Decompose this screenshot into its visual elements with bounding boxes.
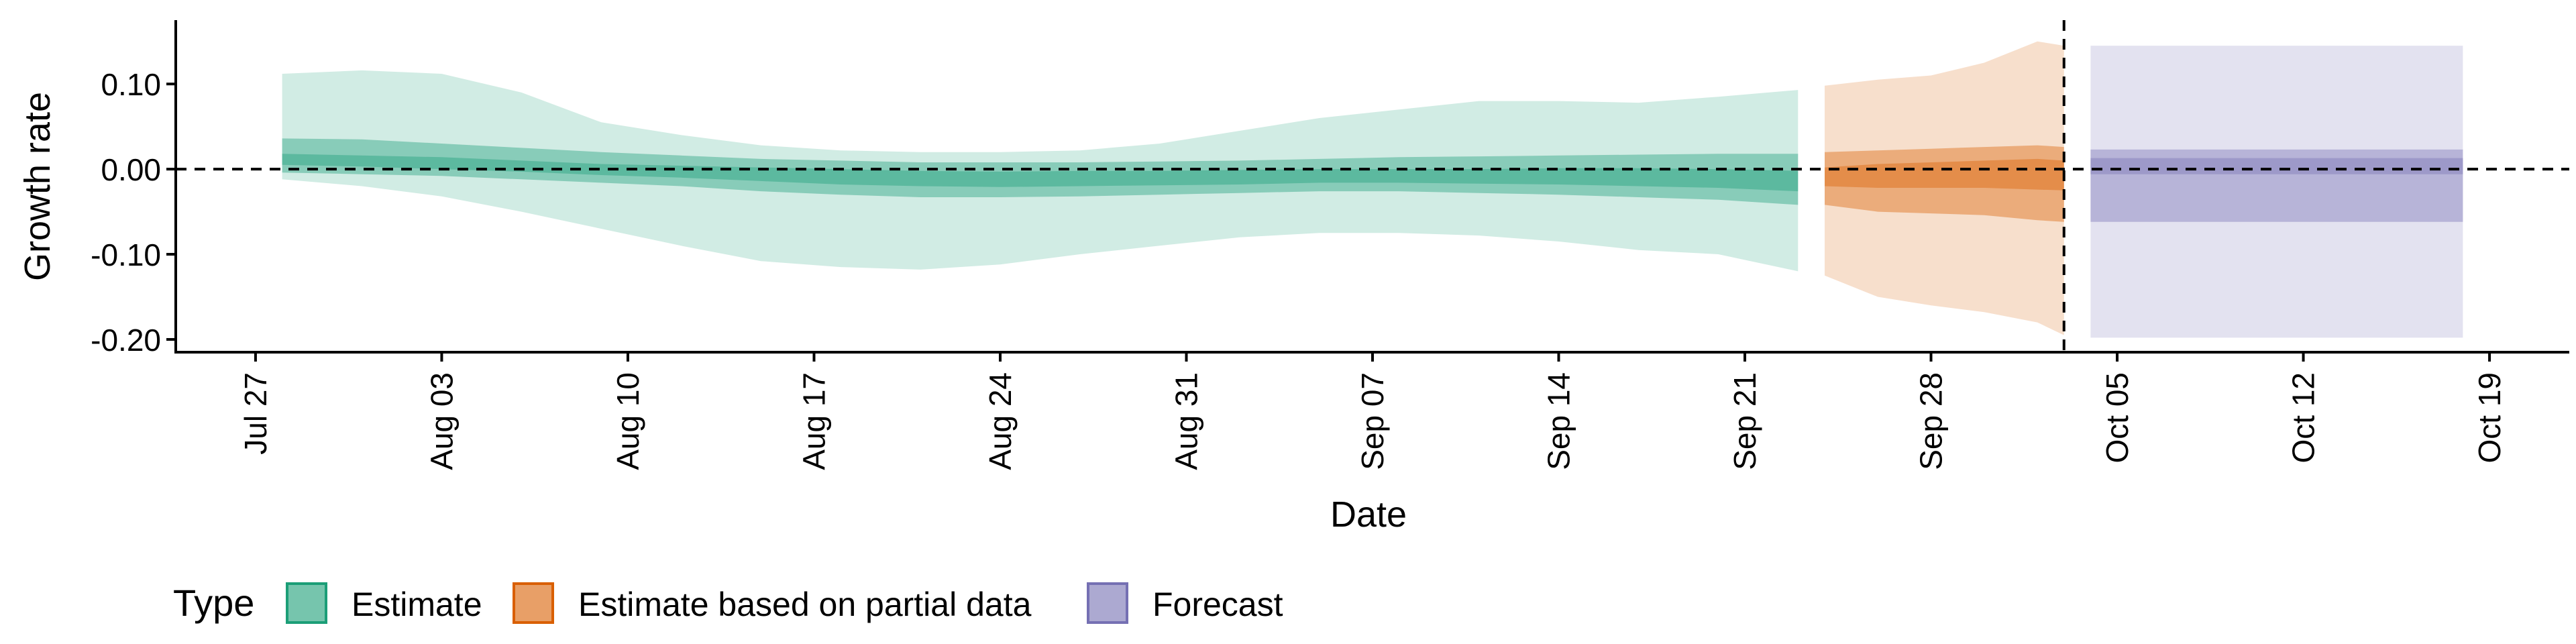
series-bands [282, 41, 2463, 338]
y-tick-label: 0.10 [101, 67, 161, 102]
reference-lines [176, 20, 2569, 352]
x-axis-title: Date [1330, 494, 1407, 535]
x-tick-label: Aug 03 [424, 372, 459, 470]
forecast-band-90 [2090, 46, 2463, 338]
estimate-based-on-partial-data-band-50 [1825, 145, 2064, 222]
x-tick-label: Sep 14 [1542, 372, 1576, 470]
legend-swatch-forecast [1087, 582, 1128, 624]
y-axis-title: Growth rate [17, 92, 58, 281]
estimate-based-on-partial-data-band-20 [1825, 158, 2064, 191]
legend: Type Estimate Estimate based on partial d… [173, 582, 1283, 624]
y-tick-label: 0.00 [101, 152, 161, 187]
legend-label-estimate: Estimate [352, 586, 482, 623]
legend-label-estimate-based-on-partial-data: Estimate based on partial data [578, 586, 1032, 623]
estimate-band-50 [282, 138, 1799, 205]
legend-title: Type [173, 582, 254, 624]
legend-items: Estimate Estimate based on partial data Fo… [286, 582, 1283, 624]
estimate-based-on-partial-data-band-90 [1825, 41, 2064, 335]
axes: 0.10 0.00 -0.10 -0.20 Jul 27 Aug 03 Aug 10 Aug… [91, 20, 2569, 470]
x-tick-label: Aug 31 [1169, 372, 1203, 470]
legend-label-forecast: Forecast [1152, 586, 1283, 623]
x-tick-label: Oct 12 [2286, 372, 2321, 464]
x-tick-label: Jul 27 [238, 372, 273, 455]
x-tick-label: Aug 24 [983, 372, 1018, 470]
x-tick-label: Aug 10 [610, 372, 645, 470]
legend-swatch-estimate-based-on-partial-data [513, 582, 554, 624]
x-tick-label: Aug 17 [796, 372, 831, 470]
forecast-band-20 [2090, 158, 2463, 174]
estimate-band-90 [282, 70, 1799, 272]
x-tick-label: Sep 21 [1727, 372, 1762, 470]
y-axis-ticks: 0.10 0.00 -0.10 -0.20 [91, 67, 176, 358]
x-tick-label: Oct 19 [2472, 372, 2507, 464]
estimate-band-20 [282, 154, 1799, 192]
y-tick-label: -0.10 [91, 237, 161, 272]
x-tick-label: Sep 28 [1914, 372, 1949, 470]
y-tick-label: -0.20 [91, 323, 161, 358]
x-axis-ticks: Jul 27 Aug 03 Aug 10 Aug 17 Aug 24 Aug 31 Sep … [238, 352, 2507, 470]
x-tick-label: Sep 07 [1355, 372, 1390, 470]
x-tick-label: Oct 05 [2100, 372, 2135, 464]
legend-swatch-estimate [286, 582, 327, 624]
forecast-band-50 [2090, 149, 2463, 222]
